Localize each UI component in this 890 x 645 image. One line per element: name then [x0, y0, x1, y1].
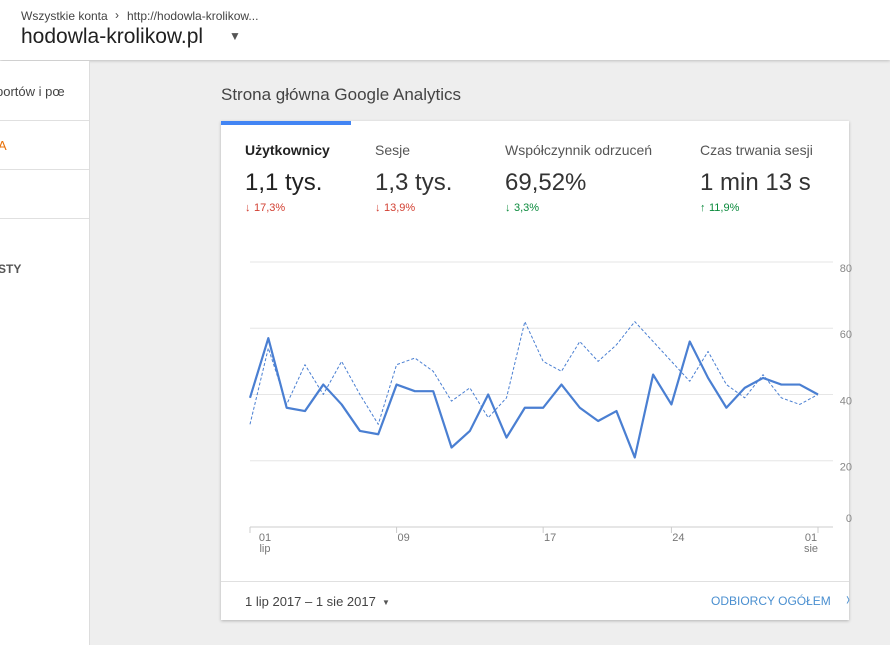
x-tick-label: 17 — [544, 532, 557, 544]
date-range[interactable]: 1 lip 2017 – 1 sie 2017 — [245, 594, 376, 609]
change-icon: ↓ — [505, 202, 511, 214]
metric-label[interactable]: Użytkownicy — [245, 142, 330, 158]
metric-change: 17,3% — [254, 202, 286, 214]
sidebar-item[interactable]: STY — [0, 262, 22, 276]
comparison-line — [249, 321, 819, 425]
series-line — [248, 337, 819, 459]
divider — [221, 581, 849, 582]
x-tick-label: 01 sie — [803, 532, 819, 555]
divider — [0, 218, 89, 219]
metric-value: 1,1 tys. — [245, 169, 323, 196]
sidebar: portów i pœ A STY — [0, 61, 90, 645]
metric-label[interactable]: Sesje — [375, 142, 411, 158]
divider — [0, 120, 89, 121]
metric-label[interactable]: Czas trwania sesji — [700, 142, 813, 158]
y-tick-label: 60 — [840, 329, 852, 341]
divider — [0, 169, 89, 170]
change-icon: ↑ — [700, 202, 706, 214]
y-tick-label: 80 — [840, 263, 852, 275]
header: Wszystkie konta › http://hodowla-kroliko… — [0, 0, 890, 60]
metric-label[interactable]: Współczynnik odrzuceń — [505, 142, 653, 158]
metric-change: 3,3% — [514, 202, 540, 214]
metric-change: 11,9% — [709, 202, 740, 214]
x-tick-label: 24 — [672, 532, 685, 544]
card: 1 lip 2017 – 1 sie 2017 ▼ ODBIORCY OGÓŁE… — [221, 121, 850, 620]
y-tick-label: 20 — [840, 462, 852, 474]
dropdown-icon[interactable]: ▼ — [382, 598, 390, 607]
change-icon: ↓ — [245, 202, 251, 214]
metric-value: 1,3 tys. — [375, 169, 453, 196]
page-title: Strona główna Google Analytics — [221, 85, 462, 104]
metric-value: 69,52% — [505, 169, 587, 196]
metric-change: 13,9% — [384, 202, 416, 214]
active-tab-indicator — [221, 121, 351, 125]
chevron-icon[interactable]: › — [846, 589, 850, 609]
change-icon: ↓ — [375, 202, 381, 214]
audience-link[interactable]: ODBIORCY OGÓŁEM — [711, 594, 831, 608]
breadcrumb[interactable]: Wszystkie konta — [21, 9, 108, 23]
breadcrumb-sep: › — [115, 8, 119, 22]
metric-value: 1 min 13 s — [700, 169, 811, 196]
property-name[interactable]: hodowla-krolikow.pl — [21, 25, 204, 48]
x-tick-label: 01 lip — [258, 532, 272, 555]
breadcrumb[interactable]: http://hodowla-krolikow... — [127, 9, 259, 23]
sidebar-item[interactable]: A — [0, 138, 7, 153]
sidebar-item[interactable]: portów i pœ — [0, 84, 65, 99]
y-tick-label: 40 — [840, 395, 852, 407]
dropdown-icon[interactable]: ▼ — [229, 29, 241, 43]
y-tick-label: 0 — [846, 513, 852, 525]
x-tick-label: 09 — [397, 532, 410, 544]
